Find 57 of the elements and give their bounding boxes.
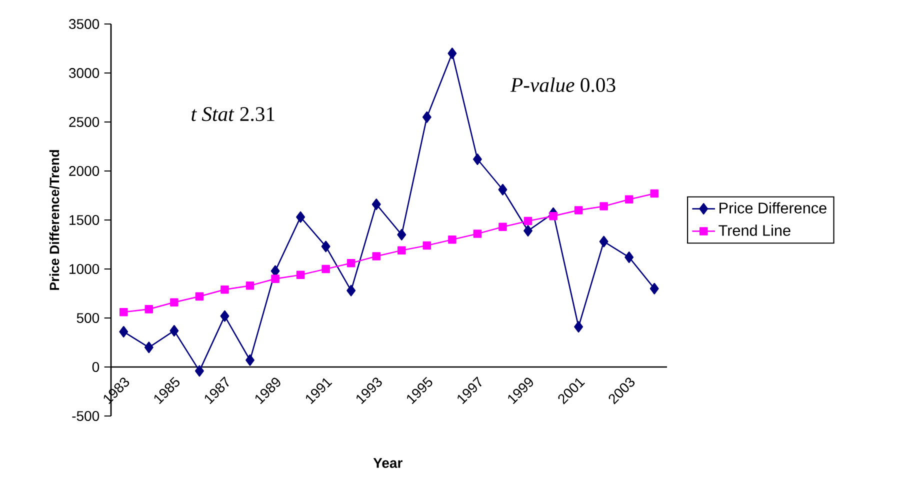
y-axis-title: Price Difference/Trend xyxy=(49,150,60,290)
point xyxy=(120,308,128,316)
point xyxy=(524,225,532,237)
annotation: t Stat 2.31 xyxy=(192,107,274,122)
point xyxy=(600,202,608,210)
point xyxy=(422,111,432,123)
point xyxy=(372,252,380,260)
legend-label: Trend Line xyxy=(718,224,790,236)
point xyxy=(524,216,532,226)
point xyxy=(498,184,508,196)
point xyxy=(194,365,204,377)
point xyxy=(144,305,154,314)
point xyxy=(397,228,406,240)
point xyxy=(246,354,254,366)
x-axis-title: Year xyxy=(373,458,402,468)
point xyxy=(296,270,305,280)
point xyxy=(346,258,356,268)
point xyxy=(472,154,482,165)
point xyxy=(170,325,179,336)
point xyxy=(170,298,178,306)
y-tick-label: 2500 xyxy=(69,117,100,127)
point xyxy=(448,235,456,244)
point xyxy=(448,48,457,60)
point xyxy=(549,212,558,220)
point xyxy=(220,310,230,322)
annotation: P-value 0.03 xyxy=(510,77,616,92)
point xyxy=(119,326,128,338)
point xyxy=(246,282,254,290)
point xyxy=(599,236,608,248)
point xyxy=(322,264,330,274)
y-tick-label: 3000 xyxy=(69,68,100,78)
y-tick-label: 500 xyxy=(76,313,100,323)
point xyxy=(473,230,482,238)
point xyxy=(422,241,432,250)
y-tick-label: 2000 xyxy=(69,166,100,176)
point xyxy=(624,252,634,263)
point xyxy=(220,285,229,294)
y-tick-label: 3500 xyxy=(69,19,100,29)
point xyxy=(574,206,583,214)
point xyxy=(321,240,330,252)
point xyxy=(271,274,280,283)
y-tick-label: 1500 xyxy=(70,215,100,225)
point xyxy=(498,222,507,231)
point xyxy=(650,282,659,294)
point xyxy=(650,189,658,198)
point xyxy=(574,321,584,333)
y-tick-label: 0 xyxy=(92,362,100,372)
y-tick-label: -500 xyxy=(72,411,100,421)
point xyxy=(144,342,154,354)
point xyxy=(372,198,381,210)
point xyxy=(398,246,406,255)
y-tick-label: 1000 xyxy=(70,264,100,274)
point xyxy=(195,292,204,301)
legend-label: Price Difference xyxy=(720,202,826,214)
point xyxy=(346,284,356,296)
point xyxy=(296,211,306,223)
point xyxy=(624,195,634,204)
